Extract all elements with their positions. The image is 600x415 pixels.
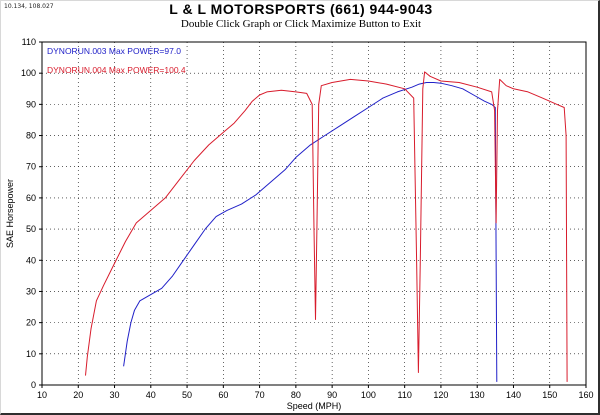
x-tick-label: 20	[73, 390, 83, 400]
y-tick-label: 100	[21, 68, 36, 78]
x-tick-label: 60	[218, 390, 228, 400]
legend-entry-2: DYNORUN.004 Max POWER=100.4	[47, 65, 186, 75]
series-line-2	[85, 71, 568, 382]
x-tick-label: 130	[470, 390, 485, 400]
y-tick-label: 10	[26, 349, 36, 359]
x-tick-label: 10	[37, 390, 47, 400]
x-tick-label: 140	[506, 390, 521, 400]
y-tick-label: 50	[26, 224, 36, 234]
y-tick-label: 60	[26, 193, 36, 203]
series-line-1	[123, 82, 498, 382]
x-tick-label: 70	[255, 390, 265, 400]
x-axis-label: Speed (MPH)	[287, 401, 342, 411]
y-tick-label: 30	[26, 286, 36, 296]
x-tick-label: 30	[110, 390, 120, 400]
x-tick-label: 90	[327, 390, 337, 400]
y-tick-label: 110	[22, 37, 36, 47]
y-tick-label: 90	[26, 99, 36, 109]
y-tick-label: 40	[26, 255, 36, 265]
legend-entry-1: DYNORUN.003 Max POWER=97.0	[47, 46, 181, 56]
axes: 10 20 30 40 50 60 70 80 90 100 110 120 130 140 150 160 0…	[21, 37, 594, 400]
y-tick-label: 0	[31, 380, 36, 390]
y-tick-label: 80	[26, 131, 36, 141]
x-tick-label: 50	[182, 390, 192, 400]
x-tick-label: 110	[397, 390, 411, 400]
legend: DYNORUN.003 Max POWER=97.0 DYNORUN.004 Ma…	[47, 46, 186, 75]
chart-title: L & L MOTORSPORTS (661) 944-9043	[169, 1, 433, 17]
chart-subtitle: Double Click Graph or Click Maximize But…	[180, 18, 422, 30]
y-axis-label: SAE Horsepower	[5, 179, 15, 248]
x-tick-label: 40	[146, 390, 156, 400]
x-tick-label: 120	[433, 390, 448, 400]
x-tick-label: 80	[291, 390, 301, 400]
x-tick-label: 150	[542, 390, 557, 400]
cursor-coordinate-readout: 10.134, 108.027	[4, 3, 54, 10]
y-tick-label: 70	[26, 162, 36, 172]
y-tick-label: 20	[26, 318, 36, 328]
x-tick-label: 100	[361, 390, 376, 400]
x-tick-label: 160	[578, 390, 593, 400]
plot-area-border	[41, 41, 587, 386]
series-layer	[85, 71, 568, 382]
